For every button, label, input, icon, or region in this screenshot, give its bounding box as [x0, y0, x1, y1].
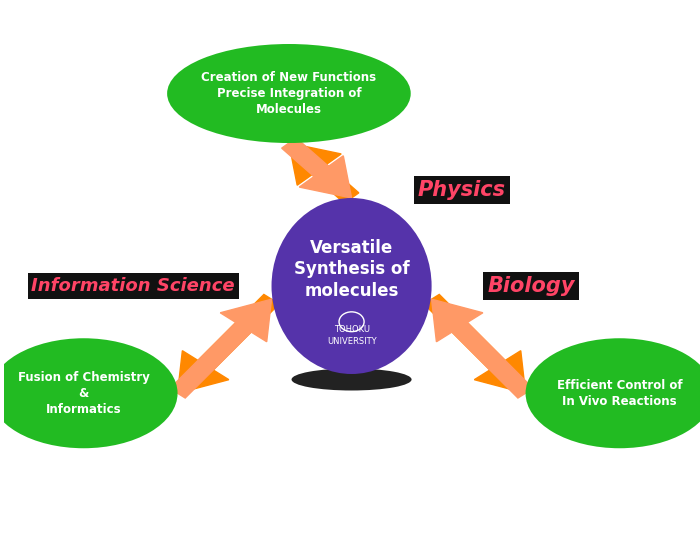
Text: Versatile
Synthesis of
molecules: Versatile Synthesis of molecules: [294, 239, 410, 300]
Ellipse shape: [526, 338, 700, 448]
Text: Creation of New Functions
Precise Integration of
Molecules: Creation of New Functions Precise Integr…: [202, 71, 377, 116]
FancyArrow shape: [432, 299, 533, 398]
Text: Physics: Physics: [418, 180, 505, 200]
FancyArrow shape: [170, 299, 272, 398]
Text: Efficient Control of
In Vivo Reactions: Efficient Control of In Vivo Reactions: [556, 379, 682, 408]
FancyArrow shape: [178, 294, 279, 393]
Text: TOHOKU
UNIVERSITY: TOHOKU UNIVERSITY: [327, 326, 377, 345]
FancyArrow shape: [424, 294, 526, 393]
Text: Fusion of Chemistry
&
Informatics: Fusion of Chemistry & Informatics: [18, 371, 150, 416]
Text: Information Science: Information Science: [32, 277, 235, 295]
FancyArrow shape: [281, 138, 351, 198]
Ellipse shape: [291, 368, 412, 390]
Ellipse shape: [167, 44, 411, 143]
Ellipse shape: [272, 198, 432, 374]
FancyArrow shape: [289, 143, 359, 203]
Ellipse shape: [0, 338, 178, 448]
Text: Biology: Biology: [487, 276, 575, 296]
